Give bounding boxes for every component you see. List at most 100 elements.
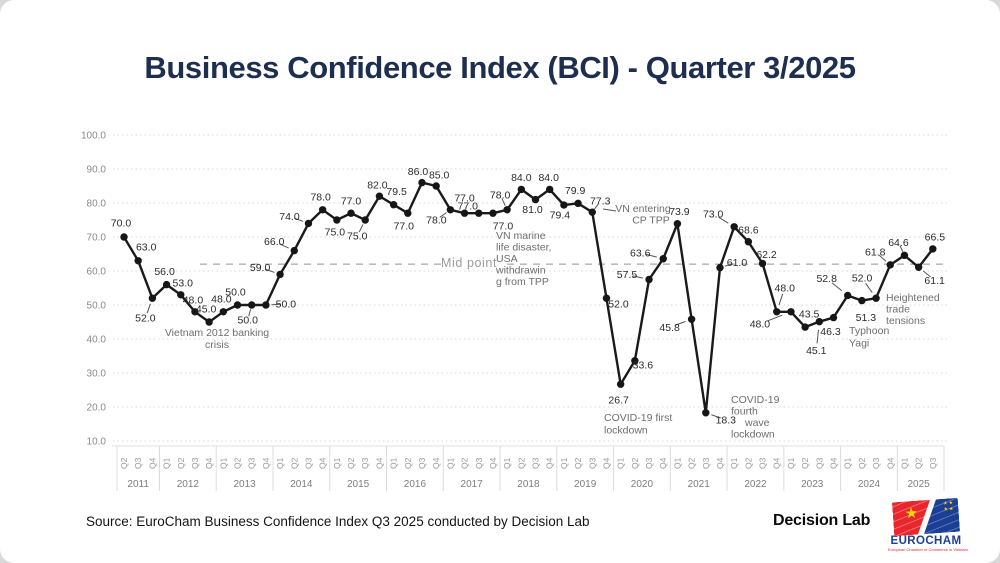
year-label: 2022 [744,479,767,490]
quarter-tick-label: Q1 [729,457,739,469]
leader-line [865,282,873,293]
quarter-tick-label: Q1 [672,457,682,469]
data-point [631,357,639,365]
value-label: 26.7 [608,395,629,407]
leader-line [439,212,447,218]
year-label: 2019 [574,479,597,490]
quarter-tick-label: Q3 [587,457,597,469]
data-point [602,294,611,302]
leader-line [899,245,904,252]
quarter-tick-label: Q2 [289,457,299,469]
data-point [489,209,497,217]
data-point [787,308,795,316]
annotation-trade-tensions: trade [886,304,910,316]
y-tick-label: 10.0 [87,437,107,448]
eurocham-wordmark: EUROCHAM [890,535,962,547]
y-tick-label: 20.0 [87,403,107,414]
quarter-tick-label: Q4 [772,457,782,469]
year-label: 2020 [631,479,654,490]
quarter-tick-label: Q1 [218,457,228,469]
data-point [347,209,355,217]
leader-line [294,217,304,222]
y-tick-label: 90.0 [87,165,107,176]
leader-line [264,268,275,273]
data-point [460,209,469,217]
annotation-covid-fourth-wave: lockdown [731,429,775,441]
annotation-trade-tensions: Heightened [886,292,940,304]
quarter-tick-label: Q3 [531,457,541,469]
eurocham-logo: ★ ★★ ★★ EUROCHAM European Chamber of Comm… [888,498,968,552]
quarter-tick-label: Q3 [133,457,143,469]
leader-line [358,224,364,233]
leader-line [146,303,151,314]
value-label: 50.0 [276,299,297,311]
value-label: 77.0 [454,193,475,205]
quarter-tick-label: Q3 [360,457,370,469]
year-label: 2018 [517,479,540,490]
quarter-tick-label: Q2 [800,457,810,469]
year-label: 2015 [347,479,370,490]
data-point [191,308,199,316]
value-labels: 70.063.052.056.053.048.045.048.050.050.0… [111,166,945,426]
value-label: 48.0 [211,293,232,305]
data-point [503,206,511,214]
quarter-tick-label: Q2 [176,457,186,469]
value-label: 75.0 [325,227,346,239]
value-label: 86.0 [408,166,429,178]
data-point [120,233,128,241]
quarter-tick-label: Q3 [814,457,824,469]
quarter-tick-label: Q4 [829,457,839,469]
eu-stars-icon: ★★ ★★ [942,500,955,513]
data-point [219,308,228,316]
eurocham-flag-icon: ★ ★★ ★★ [892,498,960,537]
quarter-tick-label: Q3 [474,457,484,469]
data-point [432,182,440,190]
quarter-tick-label: Q1 [445,457,455,469]
y-tick-label: 70.0 [87,233,107,244]
data-point [815,317,824,326]
year-label: 2021 [688,479,711,490]
y-tick-label: 80.0 [87,199,107,210]
quarter-tick-label: Q4 [374,457,384,469]
quarter-tick-label: Q4 [545,457,555,469]
annotation-marine-tpp: life disaster, [496,242,551,254]
data-point [205,318,213,326]
annotation-marine-tpp: withdrawin [495,265,546,277]
quarter-tick-label: Q1 [786,457,796,469]
data-point [248,301,256,309]
quarter-tick-label: Q1 [616,457,626,469]
data-point [588,208,596,216]
quarter-tick-label: Q4 [885,457,895,469]
data-point [475,209,483,217]
value-label: 82.0 [367,180,388,192]
data-point [574,199,582,208]
annotation-covid-first-lockdown: COVID-19 first [604,412,672,424]
year-label: 2013 [233,479,256,490]
quarter-tick-label: Q4 [147,457,157,469]
y-tick-label: 100.0 [81,131,106,142]
value-label: 48.0 [775,282,796,294]
data-point [262,301,270,309]
leader-line [816,329,819,344]
data-point [616,380,625,388]
data-point [404,209,412,217]
value-label: 66.5 [925,231,946,243]
source-note: Source: EuroCham Business Confidence Ind… [86,514,590,529]
annotation-mid-point: Mid point [441,256,497,270]
value-label: 78.0 [310,191,331,203]
leader-line [674,321,686,326]
data-point [134,257,142,265]
value-label: 73.0 [703,208,724,220]
annotation-cptpp: VN entering [615,203,671,215]
y-tick-label: 60.0 [87,267,107,278]
y-tick-label: 30.0 [87,369,107,380]
year-label: 2025 [908,479,931,490]
data-point [290,246,298,255]
year-label: 2016 [404,479,427,490]
data-point [148,294,157,302]
data-point [560,201,568,209]
leader-line [632,275,643,279]
value-label: 56.0 [154,266,175,278]
leader-line [645,253,657,258]
annotation-covid-fourth-wave: fourth [731,406,758,418]
